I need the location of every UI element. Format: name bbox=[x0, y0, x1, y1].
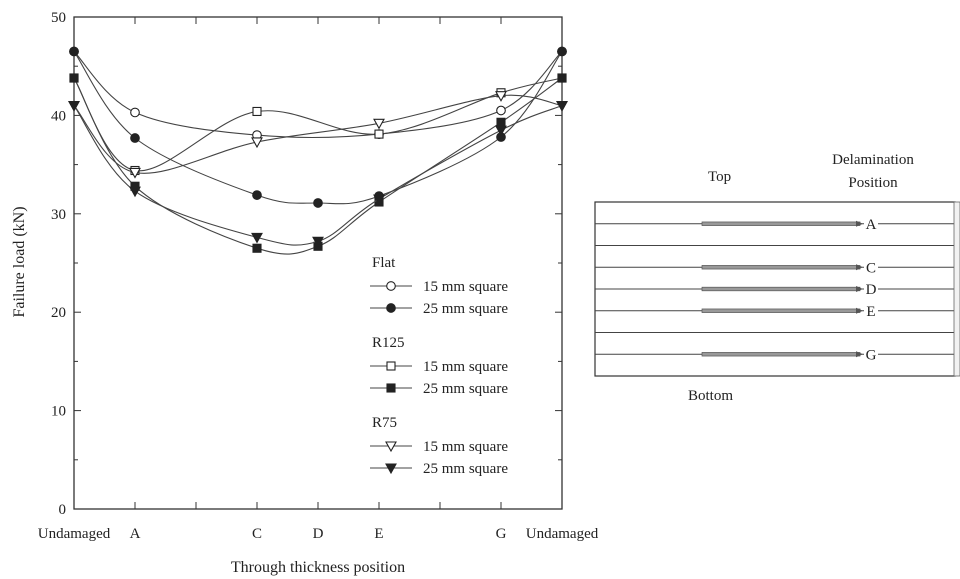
data-point bbox=[557, 46, 567, 57]
data-point bbox=[312, 236, 324, 248]
series-line bbox=[73, 77, 563, 255]
data-point bbox=[69, 46, 79, 57]
data-point bbox=[251, 137, 263, 149]
pointer-arrow bbox=[856, 264, 863, 271]
laminate-cross-section: A CDE G bbox=[594, 201, 960, 377]
delamination-insert bbox=[701, 286, 861, 292]
pointer-arrow bbox=[856, 220, 863, 227]
data-point bbox=[69, 73, 79, 83]
legend-entry: 15 mm square bbox=[423, 359, 508, 375]
legend-marker bbox=[386, 281, 396, 291]
data-point bbox=[251, 232, 263, 244]
data-point bbox=[252, 190, 262, 200]
data-point bbox=[373, 194, 385, 206]
pointer-arrow bbox=[856, 307, 863, 314]
legend-entry: 15 mm square bbox=[423, 279, 508, 295]
x-tick-label: G bbox=[496, 526, 507, 542]
legend-entry: 25 mm square bbox=[423, 381, 508, 397]
data-point bbox=[556, 101, 568, 112]
legend-entry: 25 mm square bbox=[423, 301, 508, 317]
x-tick-label: D bbox=[313, 526, 324, 542]
y-tick-label: 40 bbox=[51, 108, 66, 124]
delamination-insert bbox=[701, 221, 861, 226]
series-6 bbox=[68, 101, 568, 248]
label-mask bbox=[864, 281, 878, 297]
series-4 bbox=[69, 73, 567, 255]
y-tick-label: 0 bbox=[59, 502, 67, 518]
series-line bbox=[73, 51, 563, 139]
legend: Flat 15 mm square 25 mm square R125 15 mm sq… bbox=[370, 255, 508, 477]
data-point bbox=[495, 91, 507, 102]
delamination-label: D bbox=[866, 282, 877, 298]
label-mask bbox=[864, 302, 878, 319]
delamination-diagram: Top Delamination Position Bottom A CDE G bbox=[594, 152, 960, 404]
label-mask bbox=[864, 346, 878, 363]
y-tick-label: 50 bbox=[51, 10, 66, 26]
pointer-arrow bbox=[856, 286, 863, 292]
delamination-insert bbox=[701, 352, 861, 357]
series-3 bbox=[69, 73, 567, 176]
data-point bbox=[252, 243, 262, 253]
data-point bbox=[252, 106, 262, 117]
axes: 0 10 20 30 40 50 Undamaged A C D E G Undamaged bbox=[38, 10, 599, 542]
x-tick-label: Undamaged bbox=[526, 526, 599, 542]
data-point bbox=[130, 133, 140, 143]
diagram-bottom-label: Bottom bbox=[688, 388, 733, 404]
data-point bbox=[130, 107, 140, 118]
x-tick-label: C bbox=[252, 526, 262, 542]
data-point bbox=[129, 167, 141, 179]
delamination-label: G bbox=[866, 347, 877, 363]
delamination-insert bbox=[701, 308, 861, 313]
delamination-label: E bbox=[866, 304, 875, 320]
legend-marker bbox=[386, 303, 396, 313]
data-point bbox=[129, 186, 141, 198]
delamination-label: A bbox=[866, 217, 877, 233]
legend-marker bbox=[385, 441, 397, 453]
data-point bbox=[373, 118, 385, 130]
x-axis-label: Through thickness position bbox=[231, 559, 405, 576]
series-line bbox=[73, 77, 563, 172]
y-tick-label: 10 bbox=[51, 404, 66, 420]
series-1 bbox=[69, 46, 567, 140]
legend-marker bbox=[386, 361, 396, 371]
data-point bbox=[496, 105, 506, 116]
pointer-arrow bbox=[856, 351, 863, 358]
y-axis-label: Failure load (kN) bbox=[11, 206, 28, 317]
delamination-label: C bbox=[866, 260, 876, 276]
label-mask bbox=[864, 215, 878, 232]
legend-marker bbox=[385, 463, 397, 475]
x-tick-label: E bbox=[374, 526, 383, 542]
failure-load-chart: 0 10 20 30 40 50 Undamaged A C D E G Undamaged Flat 1… bbox=[11, 10, 599, 576]
delamination-insert bbox=[701, 265, 861, 270]
data-point bbox=[495, 125, 507, 137]
series-line bbox=[73, 105, 563, 246]
data-point bbox=[313, 198, 323, 208]
data-point bbox=[68, 101, 80, 112]
x-tick-label: Undamaged bbox=[38, 526, 111, 542]
plot-frame bbox=[73, 16, 563, 510]
series-line bbox=[73, 94, 563, 174]
support-edge bbox=[953, 201, 960, 377]
legend-marker bbox=[386, 383, 396, 393]
legend-group-title: Flat bbox=[372, 255, 396, 271]
data-point bbox=[557, 73, 567, 83]
data-point bbox=[374, 129, 384, 139]
legend-group-title: R125 bbox=[372, 335, 405, 351]
diagram-heading-line2: Position bbox=[848, 175, 898, 191]
legend-entry: 15 mm square bbox=[423, 439, 508, 455]
x-tick-label: A bbox=[130, 526, 141, 542]
legend-group-title: R75 bbox=[372, 415, 397, 431]
series-layer bbox=[68, 46, 568, 255]
diagram-heading-line1: Delamination bbox=[832, 152, 914, 168]
y-tick-label: 30 bbox=[51, 207, 66, 223]
y-tick-label: 20 bbox=[51, 305, 66, 321]
series-2 bbox=[69, 46, 567, 208]
diagram-top-label: Top bbox=[708, 169, 731, 185]
label-mask bbox=[864, 259, 878, 276]
legend-entry: 25 mm square bbox=[423, 461, 508, 477]
series-line bbox=[73, 51, 563, 205]
data-point bbox=[496, 117, 506, 127]
